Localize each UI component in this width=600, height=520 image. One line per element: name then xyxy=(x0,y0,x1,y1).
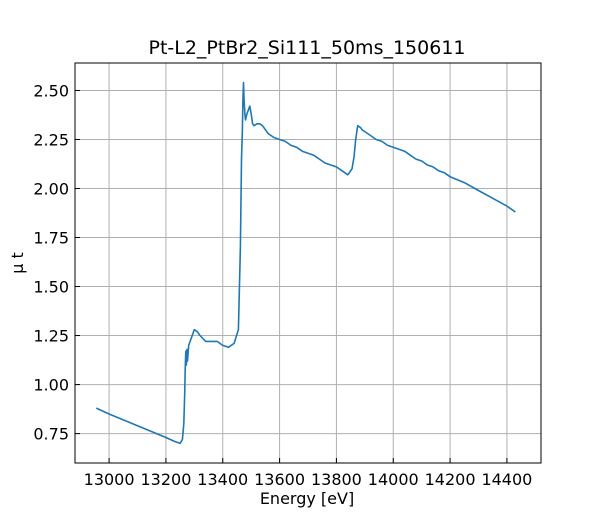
y-tick-label: 1.50 xyxy=(33,278,69,297)
y-tick-label: 2.25 xyxy=(33,130,69,149)
x-axis-label: Energy [eV] xyxy=(260,489,354,508)
x-tick-label: 14000 xyxy=(368,470,419,489)
x-tick-label: 13600 xyxy=(254,470,305,489)
y-tick-label: 2.00 xyxy=(33,179,69,198)
x-tick-label: 14400 xyxy=(481,470,532,489)
series-layer xyxy=(95,81,516,445)
x-tick-label: 13400 xyxy=(197,470,248,489)
y-axis-label: μ t xyxy=(8,252,27,274)
y-tick-labels: 0.75 1.00 1.25 1.50 1.75 2.00 2.25 2.50 xyxy=(33,81,69,443)
gridlines xyxy=(75,63,541,463)
y-tick-label: 0.75 xyxy=(33,425,69,444)
chart-title: Pt-L2_PtBr2_Si111_50ms_150611 xyxy=(149,37,466,59)
x-tick-label: 13800 xyxy=(311,470,362,489)
y-tick-label: 1.75 xyxy=(33,229,69,248)
y-tick-label: 2.50 xyxy=(33,81,69,100)
axis-ticks xyxy=(75,89,508,463)
y-tick-label: 1.25 xyxy=(33,327,69,346)
x-tick-label: 14200 xyxy=(425,470,476,489)
series-line xyxy=(95,81,516,445)
x-tick-label: 13000 xyxy=(84,470,135,489)
x-tick-labels: 13000 13200 13400 13600 13800 14000 14200 14400 xyxy=(84,470,533,489)
y-tick-label: 1.00 xyxy=(33,376,69,395)
plot-frame xyxy=(74,62,542,464)
x-tick-label: 13200 xyxy=(140,470,191,489)
